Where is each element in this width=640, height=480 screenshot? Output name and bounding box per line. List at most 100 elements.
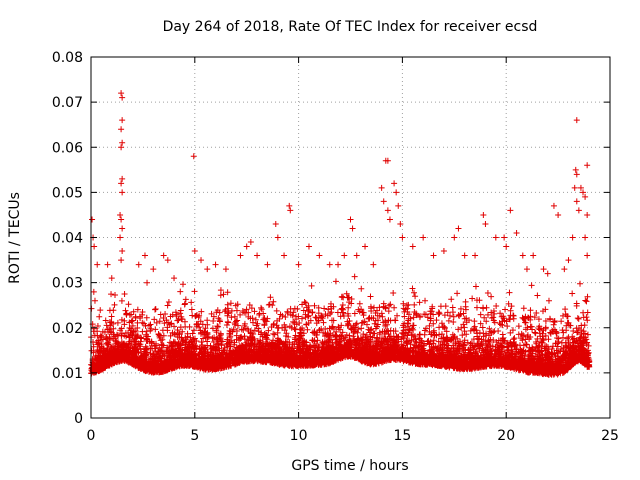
data-point-cloud [378,310,385,317]
data-point-cloud [302,300,309,307]
data-point-cloud [416,299,423,306]
data-point-cloud [223,321,230,328]
data-point-cloud [461,342,468,349]
data-point-cloud [339,329,346,336]
data-point-cloud [91,297,98,304]
data-point-cloud [426,322,433,329]
data-point-cloud [199,321,206,328]
data-point-cloud [353,320,360,327]
data-point-cloud [282,314,289,321]
data-point-cloud [504,323,511,330]
data-point-cloud [162,310,169,317]
data-point-cloud [210,313,217,320]
data-point-cloud [385,308,392,315]
data-point-cloud [112,292,119,299]
data-point-cloud [164,302,171,309]
data-point-cloud [430,337,437,344]
data-point-cloud [157,311,164,318]
data-point-cloud [542,317,549,324]
data-point-cloud [237,311,244,318]
data-point-cloud [337,338,344,345]
data-point-cloud [500,313,507,320]
data-point-cloud [497,310,504,317]
data-point-cloud [472,283,479,290]
data-point-cloud [200,335,207,342]
data-point-cloud [179,281,186,288]
data-point-cloud [584,331,591,338]
data-point-cloud [237,334,244,341]
data-point-cloud [484,311,491,318]
data-point-cloud [379,313,386,320]
data-point-cloud [490,314,497,321]
data-point-cloud [457,305,464,312]
data-point-cloud [358,285,365,292]
data-point-cloud [209,325,216,332]
data-point-cloud [520,305,527,312]
data-point-cloud [390,289,397,296]
data-point-cloud [177,307,184,314]
data-point-cloud [488,309,495,316]
data-point-cloud [463,331,470,338]
data-point-cloud [284,308,291,315]
data-point-cloud [430,311,437,318]
data-point-cloud [332,278,339,285]
data-point-cloud [584,309,591,316]
data-point-cloud [471,318,478,325]
data-point-cloud [227,300,234,307]
data-point-cloud [527,323,534,330]
data-point-cloud [351,310,358,317]
data-point-cloud [387,301,394,308]
data-point-cloud [312,314,319,321]
data-point-cloud [167,313,174,320]
data-point-cloud [443,328,450,335]
data-point-cloud [96,313,103,320]
data-point-cloud [108,291,115,298]
data-point-cloud [422,297,429,304]
data-point-cloud [495,327,502,334]
data-point-cloud [270,298,277,305]
data-point-cloud [569,290,576,297]
data-point-cloud [507,329,514,336]
data-point-cloud [217,287,224,294]
data-point-cloud [152,326,159,333]
data-point-cloud [326,333,333,340]
data-point-cloud [290,318,297,325]
data-point-cloud [409,285,416,292]
data-point-cloud [363,321,370,328]
data-point-cloud [450,318,457,325]
data-point-cloud [351,273,358,280]
data-point-cloud [535,316,542,323]
data-point-cloud [134,306,141,313]
data-point-cloud [174,327,181,334]
data-point-cloud [584,317,591,324]
data-point-cloud [267,294,274,301]
data-point-cloud [204,317,211,324]
data-point-cloud [343,290,350,297]
data-point-cloud [400,324,407,331]
data-point-cloud [467,327,474,334]
data-point-cloud [147,321,154,328]
data-point-cloud [121,290,128,297]
data-point-cloud [359,309,366,316]
data-point-cloud [217,292,224,299]
data-point-cloud [275,335,282,342]
data-point-cloud [527,307,534,314]
data-point-cloud [334,309,341,316]
data-point-cloud [435,309,442,316]
data-point-cloud [509,327,516,334]
data-point-cloud [490,329,497,336]
data-point-cloud [583,298,590,305]
data-point-cloud [125,301,132,308]
data-point-cloud [339,305,346,312]
data-point-cloud [305,308,311,315]
data-point-cloud [311,302,318,309]
data-point-cloud [574,315,581,322]
data-point-cloud [404,332,411,339]
data-point-cloud [391,304,398,311]
data-point-cloud [273,322,280,329]
data-point-cloud [221,308,228,315]
data-point-cloud [522,326,529,333]
data-point-cloud [188,299,195,306]
data-point-cloud [460,310,467,317]
